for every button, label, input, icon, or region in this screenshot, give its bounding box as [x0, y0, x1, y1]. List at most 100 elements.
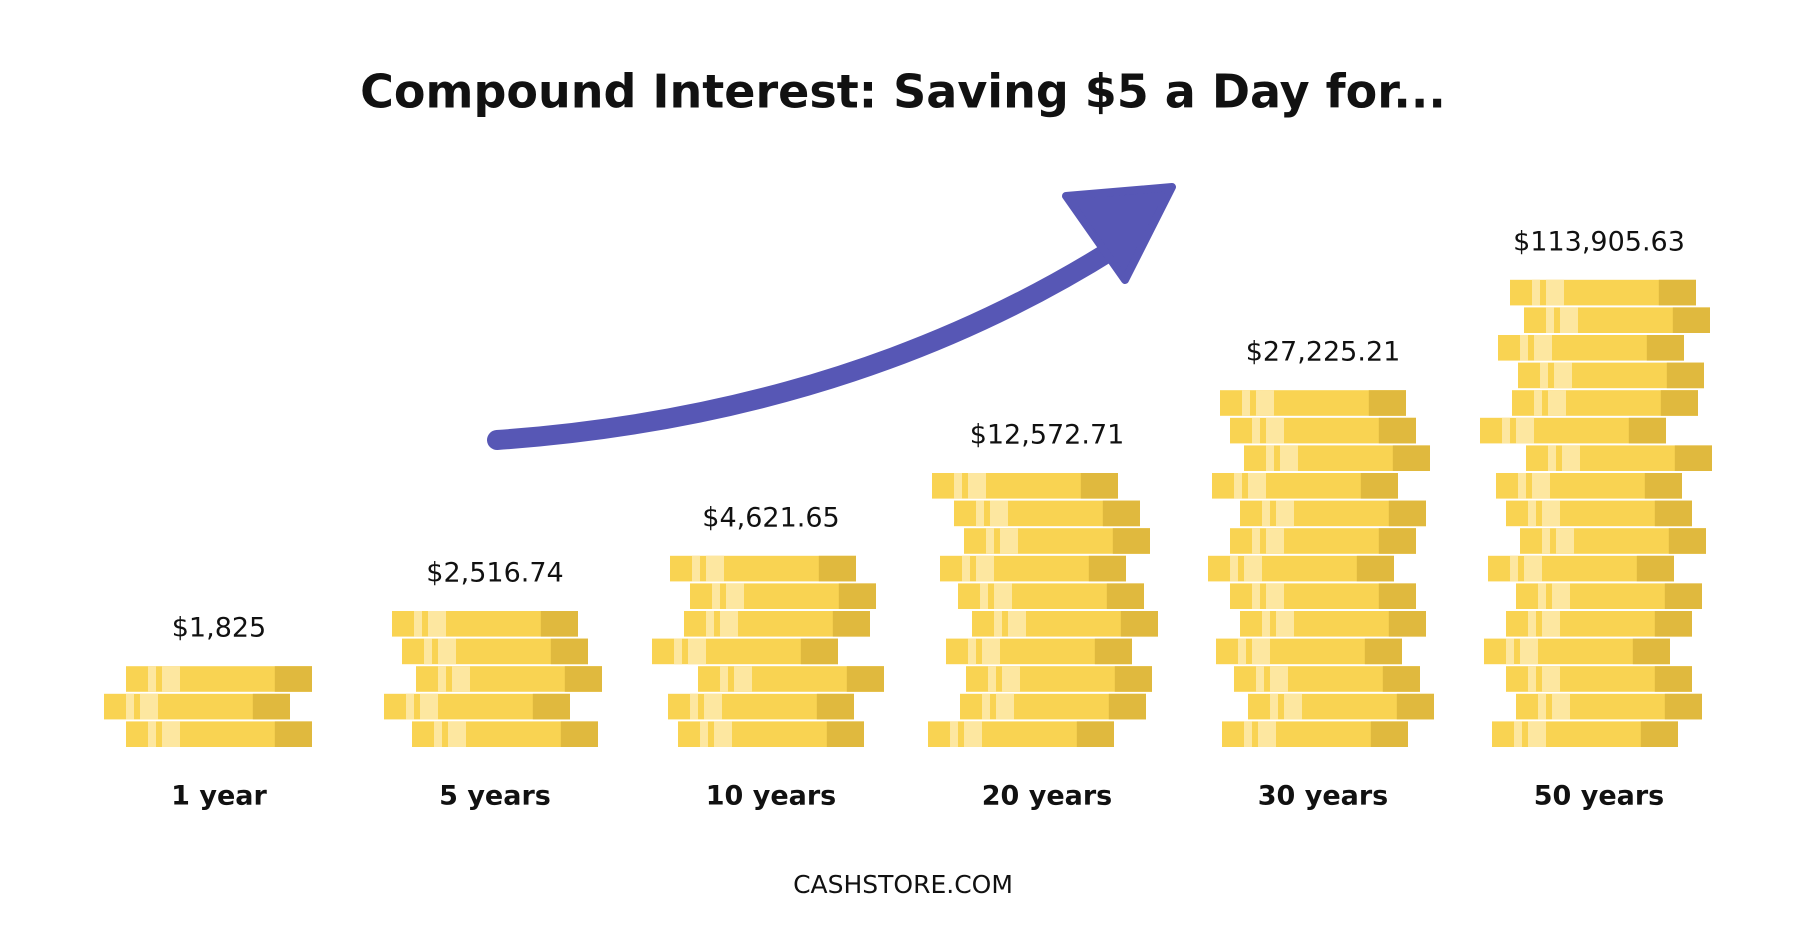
coin	[1230, 417, 1416, 444]
coin-shine	[1506, 638, 1514, 665]
coin-shine	[726, 583, 744, 609]
amount-label: $1,825	[172, 613, 266, 644]
coin-shine	[1252, 528, 1260, 554]
coin	[1216, 638, 1402, 665]
coin-shine	[962, 555, 970, 582]
coin-shine	[692, 555, 700, 582]
coin	[416, 666, 602, 692]
coin-shine	[1248, 473, 1266, 499]
coin-shine	[1546, 307, 1554, 333]
coin-shade	[1658, 279, 1696, 306]
coin	[1524, 307, 1710, 333]
coin-shine	[414, 611, 422, 637]
coin-shade	[274, 721, 312, 747]
coin-shade	[1392, 445, 1430, 471]
coin-shine	[994, 611, 1002, 637]
coin	[954, 500, 1140, 527]
coin-shade	[1108, 693, 1146, 720]
coin	[1220, 390, 1406, 416]
coin-shade	[1672, 307, 1710, 333]
coin	[1506, 500, 1692, 527]
coin	[392, 611, 578, 637]
coin-shine	[1520, 638, 1538, 665]
coin-shine	[448, 721, 466, 747]
coin	[690, 583, 876, 609]
period-label: 50 years	[1534, 781, 1665, 812]
coin-shine	[406, 693, 414, 720]
coin-shine	[688, 638, 706, 665]
coin	[684, 611, 870, 637]
coin-shade	[1112, 528, 1150, 554]
coin-shine	[1548, 390, 1566, 416]
coin	[1208, 555, 1394, 582]
coin-shine	[714, 721, 732, 747]
coin	[126, 666, 312, 692]
period-label: 20 years	[982, 781, 1113, 812]
coin-shine	[1552, 583, 1570, 609]
coin-shade	[1364, 638, 1402, 665]
period-label: 1 year	[171, 781, 267, 812]
coin-shine	[1002, 666, 1020, 692]
coin-shine	[1548, 445, 1556, 471]
coin	[1518, 362, 1704, 389]
coin-shine	[950, 721, 958, 747]
coin-shine	[1534, 335, 1552, 361]
coin-shade	[564, 666, 602, 692]
coin-stack	[104, 666, 312, 747]
coin-shine	[968, 473, 986, 499]
coin-shine	[438, 666, 446, 692]
coin	[1222, 721, 1408, 747]
coin-shade	[1378, 583, 1416, 609]
coin-shine	[162, 666, 180, 692]
coin-shine	[982, 638, 1000, 665]
coin	[402, 638, 588, 665]
coin-shine	[1280, 445, 1298, 471]
coin-shine	[438, 638, 456, 665]
coin-shine	[720, 611, 738, 637]
coin-shade	[274, 666, 312, 692]
coin-shade	[532, 693, 570, 720]
coin-shade	[826, 721, 864, 747]
coin-shine	[1252, 638, 1270, 665]
coin-shade	[560, 721, 598, 747]
coin-shine	[954, 473, 962, 499]
coin-shine	[1534, 390, 1542, 416]
coin-shine	[1234, 473, 1242, 499]
coin	[928, 721, 1114, 747]
coin-shade	[1668, 528, 1706, 554]
coin	[1496, 473, 1682, 499]
coin-shine	[1542, 611, 1560, 637]
coin	[384, 693, 570, 720]
coin-shade	[1644, 473, 1682, 499]
coin-shade	[550, 638, 588, 665]
coin-shade	[1076, 721, 1114, 747]
coin-shine	[148, 721, 156, 747]
coin-shade	[1114, 666, 1152, 692]
coin-stack	[928, 473, 1158, 747]
coin-shine	[1008, 611, 1026, 637]
coin	[1244, 445, 1430, 471]
coin-shade	[1094, 638, 1132, 665]
coin-shine	[1242, 390, 1250, 416]
coin	[1234, 666, 1420, 692]
coin	[964, 528, 1150, 554]
coin	[104, 693, 290, 720]
coin	[1520, 528, 1706, 554]
coin	[670, 555, 856, 582]
arrow-head	[1062, 183, 1176, 284]
coin-shade	[1388, 611, 1426, 637]
period-label: 10 years	[706, 781, 837, 812]
coin-shine	[452, 666, 470, 692]
coin	[1230, 528, 1416, 554]
coin-shade	[1664, 693, 1702, 720]
coin-shine	[996, 693, 1014, 720]
coin-shine	[1556, 528, 1574, 554]
coin-shade	[1396, 693, 1434, 720]
coin-shade	[252, 693, 290, 720]
coin	[1240, 500, 1426, 527]
coin	[966, 666, 1152, 692]
coin-shine	[988, 666, 996, 692]
coin-shine	[976, 500, 984, 527]
coin-shine	[704, 693, 722, 720]
